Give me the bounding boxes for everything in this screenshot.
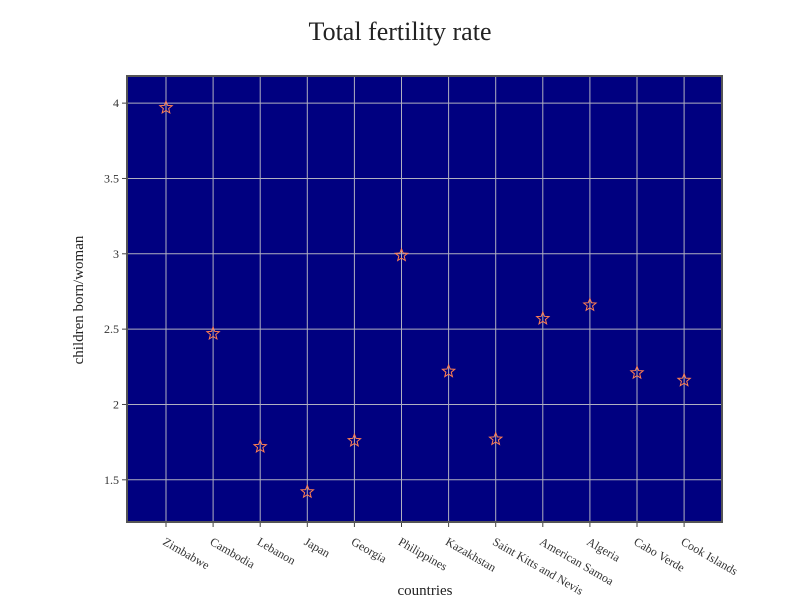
y-tick-label: 4	[113, 96, 119, 110]
x-tick-label: Cambodia	[208, 534, 258, 571]
data-point-star	[488, 431, 504, 446]
data-point-star	[676, 372, 692, 387]
data-point-star	[441, 363, 457, 378]
x-tick-label: Japan	[302, 534, 333, 560]
y-tick-label: 2	[113, 397, 119, 411]
data-point-star	[252, 438, 268, 454]
y-tick-label: 2.5	[104, 322, 119, 336]
y-tick-label: 3.5	[104, 171, 119, 185]
data-point-star	[158, 99, 174, 115]
data-points	[158, 99, 692, 499]
chart-title: Total fertility rate	[309, 17, 492, 46]
grid-lines	[127, 76, 722, 522]
y-tick-label: 3	[113, 247, 119, 261]
data-point-star	[346, 432, 362, 448]
y-axis: 1.5 2 2.5 3 3.5 4	[104, 96, 127, 487]
data-point-star	[394, 247, 409, 262]
y-axis-label: children born/woman	[71, 235, 87, 364]
x-tick-label: Philippines	[396, 534, 450, 573]
x-tick-label: Georgia	[349, 534, 390, 566]
x-tick-label: Cook Islands	[679, 534, 741, 578]
x-tick-label: Kazakhstan	[443, 534, 498, 574]
plot-area	[127, 76, 722, 522]
plot-frame	[126, 75, 723, 523]
x-tick-label: Lebanon	[255, 534, 298, 567]
data-point-star	[629, 364, 645, 380]
data-point-star	[535, 310, 551, 325]
x-tick-label: Cabo Verde	[632, 534, 688, 574]
data-point-star	[582, 297, 598, 312]
x-axis-label: countries	[398, 583, 453, 599]
y-tick-label: 1.5	[104, 473, 119, 487]
data-point-star	[299, 483, 315, 499]
x-tick-label: Zimbabwe	[161, 534, 212, 572]
data-point-star	[205, 325, 221, 341]
